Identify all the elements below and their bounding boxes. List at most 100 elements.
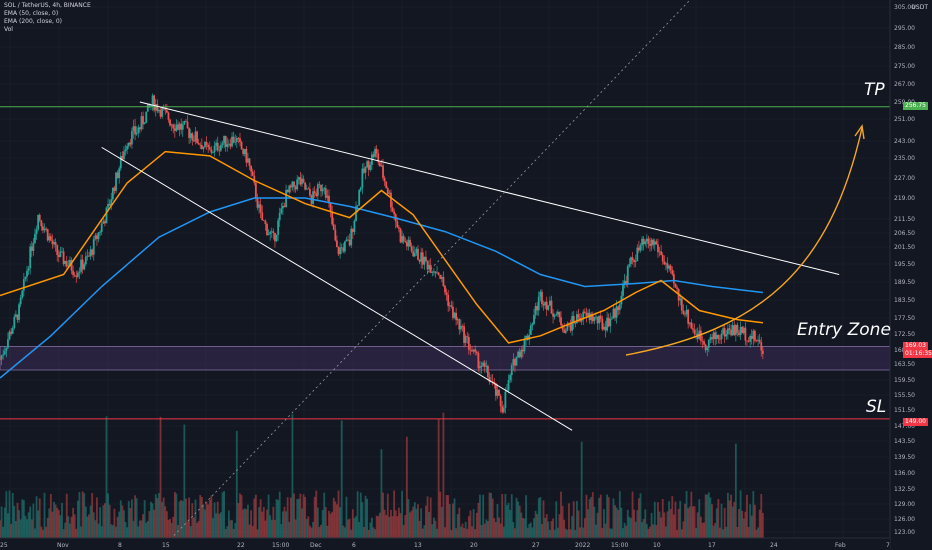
candle-body [456,319,459,321]
candle-body [97,232,100,240]
candle-body [663,261,666,265]
candle-body [528,334,531,340]
volume-bar [26,519,28,538]
candle-body [507,379,510,391]
volume-bar [7,513,9,538]
volume-bar [123,510,125,538]
volume-bar [634,521,637,538]
volume-bar [431,524,434,538]
candle-body [536,306,539,311]
volume-bar [409,512,411,538]
candle-body [363,168,365,173]
price-tick-label: 251.00 [894,116,915,123]
candle-body [269,231,272,234]
candle-body [61,251,63,253]
volume-bar [285,511,287,538]
volume-bar [88,514,90,538]
currency-label: USDT [911,4,929,11]
candle-body [309,188,311,196]
time-tick-label: 25 [0,542,8,549]
candle-body [754,330,756,341]
volume-bar [145,522,148,538]
volume-bar [596,512,599,538]
candle-body [189,133,192,139]
candle-body [712,332,715,340]
candle-body [348,240,351,246]
volume-bar [579,527,581,538]
candle-body [633,260,636,263]
candle-body [479,366,481,369]
volume-bar [382,492,384,538]
candle-body [356,205,359,207]
candle-body [110,199,113,206]
volume-bar [131,499,133,538]
candle-body [48,236,51,241]
volume-bar [107,493,109,538]
volume-bar [644,509,647,538]
volume-bar [49,494,52,538]
candle-body [191,133,194,141]
volume-bar [526,527,529,538]
volume-bar [531,527,534,538]
volume-bar [194,499,197,538]
price-axis[interactable]: 123.00 126.00 129.00 132.50 136.00 139.50 143.… [889,0,932,550]
volume-bar [418,520,421,538]
candle-body [612,308,615,319]
volume-bar [528,523,531,538]
volume-bar [477,502,480,538]
volume-bar [609,528,612,538]
candle-body [752,330,755,339]
candle-body [274,232,276,242]
volume-bar [401,490,403,538]
volume-bar [595,524,597,538]
volume-bar [324,506,327,538]
volume-bar [487,521,489,538]
volume-bar [103,503,106,538]
volume-bar [140,520,143,538]
candle-body [461,325,464,327]
candle-body [253,175,256,183]
candle-body [623,280,626,285]
candle-body [440,277,443,279]
candle-body [153,95,156,111]
volume-bar [515,497,518,538]
time-tick-label: 10 [653,542,661,549]
candle-body [59,251,62,258]
price-tick-label: 295.00 [894,25,915,32]
candle-body [569,324,572,331]
volume-bar [40,526,43,538]
volume-bar [520,512,523,538]
candle-body [240,141,243,150]
candle-body [343,241,346,252]
candle-body [57,254,60,258]
volume-bar [502,526,505,538]
candle-body [545,301,548,310]
volume-bar [445,495,448,538]
candle-body [331,211,334,225]
volume-bar [452,503,454,538]
volume-bar [24,515,27,538]
candle-body [453,312,456,318]
candle-body [682,310,685,314]
volume-bar [493,518,496,538]
volume-bar [612,498,615,538]
price-tick-label: 285.00 [894,44,915,51]
candle-body [100,223,103,232]
time-tick-label: 17 [708,542,716,549]
candle-body [749,335,752,342]
price-tick-label: 147.00 [894,423,915,430]
time-axis[interactable]: 25 Nov 8 15 22 15:00 Dec 6 13 20 27 2022 15:00 10 17 24… [0,537,890,550]
volume-bar [607,497,610,538]
candle-body [480,366,483,367]
trendline [139,101,840,275]
candle-body [229,143,232,147]
volume-bar [297,498,300,538]
volume-bar [129,508,132,538]
candle-body [412,251,415,257]
candle-body [150,104,152,107]
volume-bar [399,513,402,538]
time-tick-label: 20 [470,542,478,549]
candle-body [734,325,737,335]
candle-body [197,142,200,145]
